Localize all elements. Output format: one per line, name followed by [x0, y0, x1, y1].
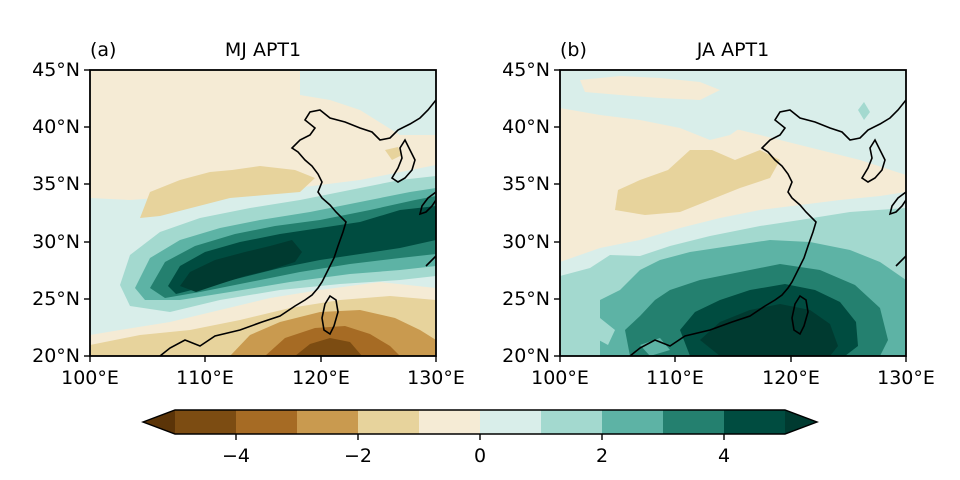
panel-b-title: JA APT1 [696, 39, 769, 61]
lat-tick-label: 25°N [32, 288, 80, 310]
lon-tick-label: 120°E [292, 367, 350, 389]
panel-a-coastline [159, 99, 436, 356]
lon-tick-label: 110°E [176, 367, 234, 389]
colorbar-outline [141, 409, 819, 435]
panel-a-label: (a) [90, 39, 116, 61]
colorbar-extend-min [143, 410, 175, 434]
lat-tick-label: 25°N [502, 288, 550, 310]
lat-tick-label: 35°N [32, 173, 80, 195]
panel-a-map: 45°N 40°N 35°N 30°N 25°N 20°N 100°E 110°… [32, 39, 465, 389]
colorbar-segment [175, 410, 237, 434]
colorbar-tick-label: 4 [718, 445, 730, 467]
colorbar-segment [297, 410, 359, 434]
colorbar-segment [602, 410, 664, 434]
panel-a-title: MJ APT1 [225, 39, 301, 61]
colorbar-segment [480, 410, 542, 434]
lat-tick-label: 30°N [502, 231, 550, 253]
colorbar-segment [236, 410, 298, 434]
panel-b-lon-ticks [559, 356, 907, 362]
panel-a-taiwan [321, 294, 339, 336]
colorbar-segment [663, 410, 725, 434]
lat-tick-label: 40°N [32, 116, 80, 138]
lat-tick-label: 20°N [32, 345, 80, 367]
colorbar-extend-max [785, 410, 817, 434]
colorbar-segment [358, 410, 420, 434]
panel-a-lon-ticks [89, 356, 437, 362]
colorbar-tick-label: −4 [222, 445, 250, 467]
panel-b-taiwan [791, 294, 809, 336]
lat-tick-label: 35°N [502, 173, 550, 195]
colorbar-tick-label: −2 [344, 445, 372, 467]
panel-b-lat-ticks [554, 69, 560, 357]
lon-tick-label: 100°E [61, 367, 119, 389]
lat-tick-label: 30°N [32, 231, 80, 253]
panel-a-frame [89, 69, 437, 357]
panel-b-map: 45°N 40°N 35°N 30°N 25°N 20°N 100°E 110°… [502, 39, 935, 389]
colorbar-segment [541, 410, 603, 434]
lon-tick-label: 110°E [646, 367, 704, 389]
colorbar-segment [419, 410, 481, 434]
panel-b-contours [560, 70, 906, 356]
panel-a-contours [90, 70, 436, 356]
panel-b-coastline [629, 99, 906, 356]
colorbar-tick-label: 2 [596, 445, 608, 467]
lon-tick-label: 130°E [407, 367, 465, 389]
lon-tick-label: 130°E [877, 367, 935, 389]
lon-tick-label: 100°E [531, 367, 589, 389]
colorbar: −4 −2 0 2 4 [141, 409, 819, 467]
lat-tick-label: 45°N [502, 59, 550, 81]
lat-tick-label: 40°N [502, 116, 550, 138]
colorbar-tick-label: 0 [474, 445, 486, 467]
lat-tick-label: 20°N [502, 345, 550, 367]
panel-a-lat-ticks [84, 69, 90, 357]
lon-tick-label: 120°E [762, 367, 820, 389]
panel-b-label: (b) [560, 39, 587, 61]
lat-tick-label: 45°N [32, 59, 80, 81]
colorbar-segment [724, 410, 786, 434]
panel-b-frame [559, 69, 907, 357]
